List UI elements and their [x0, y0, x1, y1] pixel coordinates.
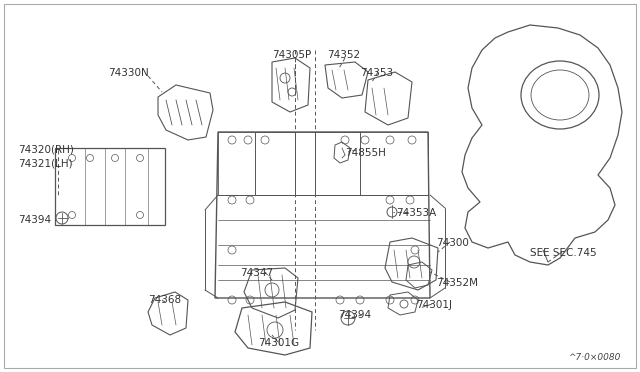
Text: 74855H: 74855H	[345, 148, 386, 158]
Text: 74352: 74352	[327, 50, 360, 60]
Text: SEE SEC.745: SEE SEC.745	[530, 248, 596, 258]
Text: 74394: 74394	[338, 310, 371, 320]
Text: 74368: 74368	[148, 295, 181, 305]
Text: 74301G: 74301G	[258, 338, 299, 348]
Text: 74300: 74300	[436, 238, 469, 248]
Text: 74320(RH): 74320(RH)	[18, 145, 74, 155]
Text: ^7·0×0080: ^7·0×0080	[568, 353, 620, 362]
Text: 74301J: 74301J	[416, 300, 452, 310]
Text: 74353A: 74353A	[396, 208, 436, 218]
Text: 74347: 74347	[240, 268, 273, 278]
Text: 74353: 74353	[360, 68, 393, 78]
Text: 74321(LH): 74321(LH)	[18, 158, 72, 168]
Text: 74305P: 74305P	[272, 50, 311, 60]
Text: 74394: 74394	[18, 215, 51, 225]
Text: 74330N: 74330N	[108, 68, 148, 78]
Text: 74352M: 74352M	[436, 278, 478, 288]
